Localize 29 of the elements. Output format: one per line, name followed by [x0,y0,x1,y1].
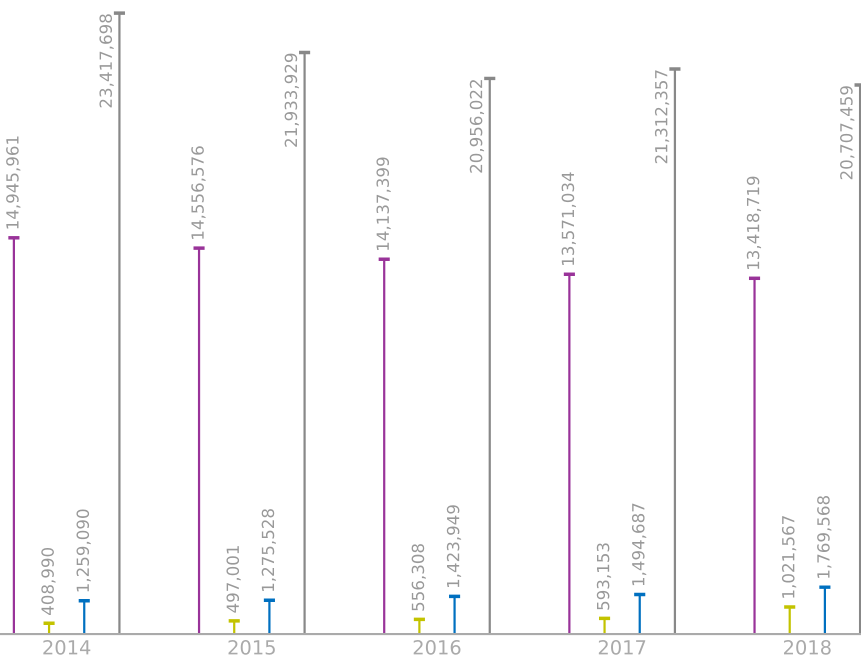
data-label: 593,153 [596,543,612,610]
data-label: 21,933,929 [284,54,299,147]
data-label: 408,990 [41,548,56,615]
bar [674,68,676,634]
data-label: 23,417,698 [99,14,114,108]
data-label: 21,312,357 [654,70,670,164]
data-label: 556,308 [412,544,426,611]
data-label: 14,556,576 [191,146,206,239]
data-label: 14,137,399 [376,158,391,250]
data-label: 1,275,528 [262,509,276,591]
data-label: 14,945,961 [6,136,20,229]
data-label: 13,571,034 [562,172,576,265]
bar [303,52,306,634]
bar [118,13,121,634]
data-label: 497,001 [226,546,241,613]
data-label: 20,956,022 [470,80,484,173]
x-tick-label: 2016 [414,640,460,655]
data-label: 1,769,568 [817,496,832,578]
x-tick-label: 2015 [228,640,275,655]
data-label: 1,494,687 [632,504,646,586]
data-label: 1,259,090 [76,510,91,592]
x-tick-label: 2014 [43,640,90,655]
x-tick-label: 2018 [784,640,831,655]
data-label: 20,707,459 [840,86,854,180]
bar [858,85,861,634]
data-label: 1,423,949 [446,505,462,588]
data-label: 1,021,567 [782,516,796,598]
x-tick-label: 2017 [598,640,646,655]
data-label: 13,418,719 [746,176,762,270]
